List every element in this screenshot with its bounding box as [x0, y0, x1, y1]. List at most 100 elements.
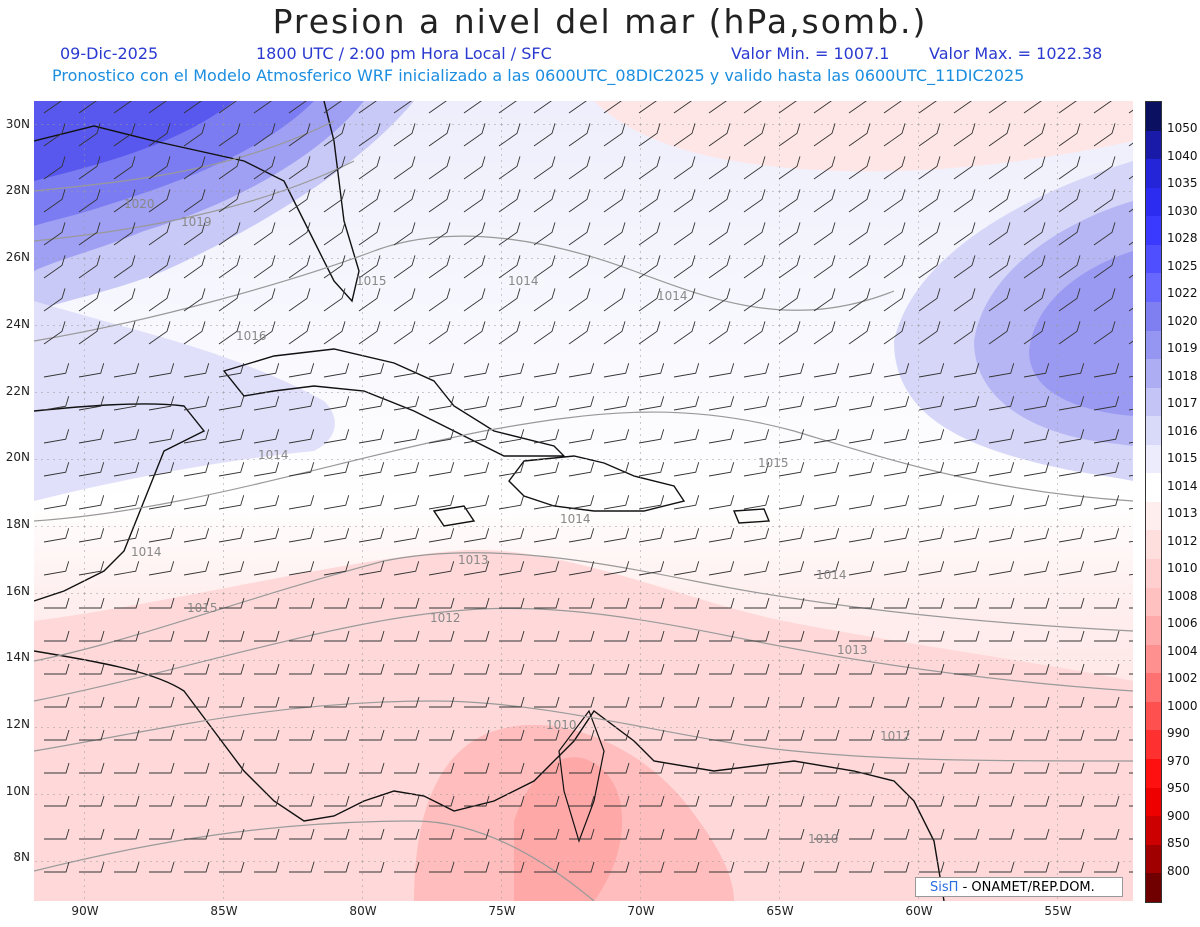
wind-barb: [183, 288, 206, 312]
wind-barb: [1093, 462, 1120, 477]
wind-barb: [568, 255, 591, 279]
wind-barb: [953, 321, 976, 345]
wind-barb: [849, 762, 875, 774]
wind-barb: [533, 101, 552, 114]
wind-barb: [954, 795, 980, 807]
wind-barb: [148, 189, 171, 213]
min-value: Valor Min. = 1007.1: [731, 44, 890, 63]
wind-barb: [638, 288, 661, 312]
wind-barb: [813, 156, 836, 180]
wind-barb: [673, 462, 700, 477]
wind-barb: [778, 528, 805, 543]
wind-barb: [743, 561, 770, 576]
wind-barb: [813, 429, 840, 444]
wind-barb: [883, 561, 910, 576]
wind-barb: [1058, 321, 1081, 345]
wind-barb: [323, 528, 350, 543]
colorbar-swatch: [1146, 416, 1161, 445]
wind-barb: [429, 828, 455, 840]
wind-barb: [1093, 288, 1116, 312]
colorbar-label: 1000: [1167, 698, 1198, 713]
wind-barb: [989, 663, 1015, 675]
wind-barb: [744, 828, 770, 840]
colorbar-swatch: [1146, 616, 1161, 645]
wind-barb: [253, 222, 276, 246]
wind-barb: [604, 696, 630, 708]
wind-barb: [779, 828, 805, 840]
wind-barb: [44, 597, 70, 609]
wind-barb: [1024, 663, 1050, 675]
wind-barb: [113, 255, 136, 279]
wind-barb: [604, 663, 630, 675]
colorbar-label: 1013: [1167, 506, 1198, 520]
wind-barb: [43, 101, 62, 114]
wind-barb: [1094, 795, 1120, 807]
wind-barb: [44, 696, 70, 708]
wind-barb: [953, 561, 980, 576]
wind-barb: [78, 189, 101, 213]
wind-barb: [708, 189, 731, 213]
wind-barb: [1058, 363, 1085, 378]
wind-barb: [953, 189, 976, 213]
wind-barb: [1058, 495, 1085, 510]
wind-barb: [814, 663, 840, 675]
wind-barb: [114, 729, 140, 741]
wind-barb: [848, 123, 871, 147]
wind-barb: [289, 762, 315, 774]
wind-barb: [148, 123, 171, 147]
wind-barb: [183, 321, 206, 345]
wind-barb: [603, 255, 626, 279]
wind-barb: [253, 288, 276, 312]
wind-barb: [79, 696, 105, 708]
max-value: Valor Max. = 1022.38: [929, 44, 1103, 63]
wind-barb: [148, 101, 167, 114]
wind-barb: [673, 255, 696, 279]
contour-label: 1020: [124, 197, 155, 211]
wind-barb: [568, 288, 591, 312]
wind-barb: [428, 528, 455, 543]
wind-barb: [428, 255, 451, 279]
wind-barb: [953, 101, 972, 114]
wind-barb: [148, 255, 171, 279]
wind-barb: [708, 222, 731, 246]
wind-barb: [638, 462, 665, 477]
wind-barb: [499, 696, 525, 708]
wind-barb: [743, 528, 770, 543]
wind-barb: [253, 462, 280, 477]
wind-barb: [289, 795, 315, 807]
wind-barb: [463, 429, 490, 444]
wind-barb: [113, 495, 140, 510]
wind-barb: [709, 663, 735, 675]
wind-barb: [1059, 861, 1085, 873]
wind-barb: [323, 101, 342, 114]
wind-barb: [1024, 762, 1050, 774]
pressure-map: [34, 101, 1133, 901]
wind-barb: [113, 189, 136, 213]
wind-barb: [953, 123, 976, 147]
wind-barb: [219, 630, 245, 642]
wind-barb: [254, 861, 280, 873]
wind-barb: [428, 462, 455, 477]
wind-barb: [1058, 462, 1085, 477]
wind-barb: [674, 828, 700, 840]
wind-barb: [778, 462, 805, 477]
wind-barb: [253, 101, 272, 114]
colorbar-label: 950: [1167, 781, 1190, 795]
wind-barb: [883, 288, 906, 312]
wind-barb: [848, 288, 871, 312]
brand-logo: SisΠ: [930, 880, 959, 895]
colorbar-swatch: [1146, 159, 1161, 188]
wind-barb: [779, 663, 805, 675]
contour-label: 1012: [880, 729, 911, 743]
wind-barb: [848, 156, 871, 180]
wind-barb: [638, 156, 661, 180]
wind-barb: [1094, 861, 1120, 873]
wind-barb: [44, 828, 70, 840]
wind-barb: [183, 101, 202, 114]
wind-barb: [813, 101, 832, 114]
wind-barb: [359, 663, 385, 675]
wind-barb: [918, 528, 945, 543]
wind-barb: [743, 189, 766, 213]
colorbar: [1145, 101, 1162, 903]
wind-barb: [113, 561, 140, 576]
